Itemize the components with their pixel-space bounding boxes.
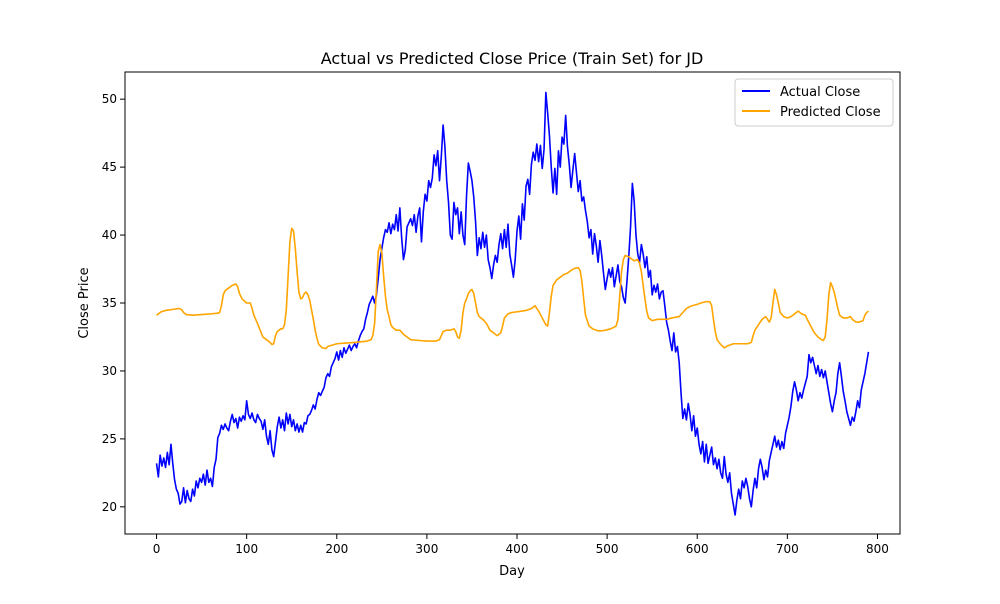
y-tick-label: 50 [102, 92, 117, 106]
series-line-predicted-close [156, 227, 869, 350]
y-tick-label: 30 [102, 364, 117, 378]
series-line-actual-close [155, 91, 870, 516]
y-tick-label: 45 [102, 160, 117, 174]
x-tick-label: 500 [596, 542, 619, 556]
chart-title: Actual vs Predicted Close Price (Train S… [321, 49, 704, 68]
x-tick-label: 600 [686, 542, 709, 556]
legend-box [734, 78, 894, 127]
tick-layer: 0 100 200 300 400 500 600 700 800 20 25 30 35 40 45 50 [102, 92, 889, 556]
x-axis-label: Day [499, 564, 525, 579]
x-tick-label: 100 [235, 542, 258, 556]
x-tick-label: 800 [866, 542, 889, 556]
plot-frame [124, 71, 901, 535]
y-tick-label: 25 [102, 432, 117, 446]
y-axis-label: Close Price [77, 267, 92, 338]
x-tick-label: 700 [776, 542, 799, 556]
x-tick-label: 0 [153, 542, 161, 556]
legend-label-actual-close: Actual Close [780, 85, 860, 100]
x-tick-label: 300 [415, 542, 438, 556]
series-layer [155, 91, 870, 516]
y-tick-label: 40 [102, 228, 117, 242]
legend: Actual Close Predicted Close [734, 78, 894, 127]
legend-label-predicted-close: Predicted Close [780, 105, 881, 120]
x-tick-label: 400 [506, 542, 529, 556]
x-tick-label: 200 [325, 542, 348, 556]
y-tick-label: 20 [102, 500, 117, 514]
y-tick-label: 35 [102, 296, 117, 310]
